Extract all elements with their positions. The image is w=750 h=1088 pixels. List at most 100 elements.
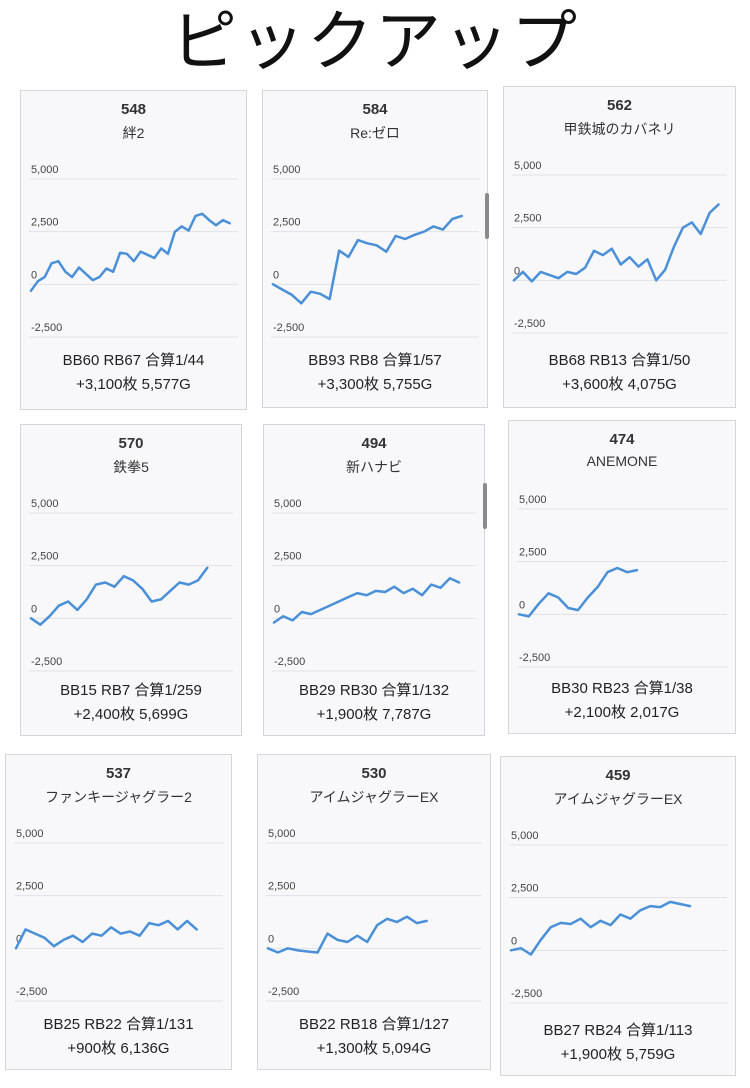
machine-name: Re:ゼロ xyxy=(350,125,400,141)
slump-chart: 5,000 2,500 0 -2,500 xyxy=(266,828,482,1002)
machine-name: ANEMONE xyxy=(586,453,658,469)
series-line xyxy=(512,203,720,283)
bonus-summary: BB25 RB22 合算1/131 xyxy=(43,1016,194,1033)
slump-chart: 5,000 2,500 0 -2,500 xyxy=(29,164,238,338)
machine-stats: BB60 RB67 合算1/44 +3,100枚 5,577G xyxy=(21,349,246,397)
y-tick-label: 5,000 xyxy=(268,828,296,840)
series-line xyxy=(14,919,198,950)
page-title: ピックアップ xyxy=(171,3,579,80)
machine-card[interactable]: 530 アイムジャグラーEX 5,000 2,500 0 -2,500 BB22 RB18 … xyxy=(257,754,491,1070)
y-tick-label: 5,000 xyxy=(31,164,59,176)
bonus-summary: BB93 RB8 合算1/57 xyxy=(308,352,442,369)
machine-number: 494 xyxy=(361,435,387,452)
y-tick-label: -2,500 xyxy=(31,322,62,334)
slump-chart: 5,000 2,500 0 -2,500 xyxy=(14,828,223,1002)
machine-stats: BB29 RB30 合算1/132 +1,900枚 7,787G xyxy=(264,679,484,727)
machine-card[interactable]: 537 ファンキージャグラー2 5,000 2,500 0 -2,500 BB25 RB22… xyxy=(5,754,232,1070)
y-tick-label: 2,500 xyxy=(268,881,296,893)
bonus-summary: BB30 RB23 合算1/38 xyxy=(551,680,693,697)
result-summary: +2,400枚 5,699G xyxy=(73,706,189,723)
y-tick-label: -2,500 xyxy=(274,656,305,668)
scrollbar-thumb[interactable] xyxy=(485,193,489,239)
slump-chart: 5,000 2,500 0 -2,500 xyxy=(517,494,727,668)
machine-number: 474 xyxy=(609,431,635,448)
y-tick-label: 5,000 xyxy=(16,828,44,840)
y-tick-label: 2,500 xyxy=(273,217,301,229)
bonus-summary: BB27 RB24 合算1/113 xyxy=(543,1022,693,1039)
y-tick-label: -2,500 xyxy=(16,986,47,998)
machine-name: 絆2 xyxy=(122,125,145,141)
y-tick-label: -2,500 xyxy=(519,652,550,664)
result-summary: +1,300枚 5,094G xyxy=(316,1040,432,1057)
y-tick-label: 5,000 xyxy=(514,160,542,172)
y-tick-label: 2,500 xyxy=(511,883,539,895)
series-line xyxy=(272,577,461,624)
machine-number: 562 xyxy=(606,97,633,114)
y-tick-label: 2,500 xyxy=(514,213,542,225)
y-tick-label: -2,500 xyxy=(31,656,62,668)
machine-card[interactable]: 584 Re:ゼロ 5,000 2,500 0 -2,500 BB93 RB8 合算1/57… xyxy=(262,90,488,408)
y-tick-label: 5,000 xyxy=(274,498,302,510)
y-tick-label: 2,500 xyxy=(274,551,302,563)
y-tick-label: 5,000 xyxy=(31,498,59,510)
y-tick-label: 2,500 xyxy=(519,547,547,559)
machine-stats: BB30 RB23 合算1/38 +2,100枚 2,017G xyxy=(509,677,735,725)
result-summary: +1,900枚 5,759G xyxy=(560,1046,676,1063)
machine-card[interactable]: 474 ANEMONE 5,000 2,500 0 -2,500 BB30 RB23 合算1… xyxy=(508,420,736,734)
machine-stats: BB15 RB7 合算1/259 +2,400枚 5,699G xyxy=(21,679,241,727)
machine-number: 537 xyxy=(105,765,132,782)
machine-stats: BB93 RB8 合算1/57 +3,300枚 5,755G xyxy=(263,349,487,397)
y-tick-label: 2,500 xyxy=(16,881,44,893)
slump-chart: 5,000 2,500 0 -2,500 xyxy=(509,830,727,1004)
y-tick-label: 0 xyxy=(31,269,37,281)
y-tick-label: 0 xyxy=(31,603,37,615)
y-tick-label: 0 xyxy=(514,265,520,277)
y-tick-label: 0 xyxy=(274,603,280,615)
machine-stats: BB25 RB22 合算1/131 +900枚 6,136G xyxy=(6,1013,231,1061)
series-line xyxy=(509,900,692,956)
machine-stats: BB68 RB13 合算1/50 +3,600枚 4,075G xyxy=(504,349,735,397)
machine-stats: BB22 RB18 合算1/127 +1,300枚 5,094G xyxy=(258,1013,490,1061)
y-tick-label: 0 xyxy=(273,269,279,281)
machine-number: 570 xyxy=(118,435,144,452)
y-tick-label: 0 xyxy=(268,933,274,945)
series-line xyxy=(517,566,639,618)
slump-chart: 5,000 2,500 0 -2,500 xyxy=(271,164,479,338)
machine-card[interactable]: 459 アイムジャグラーEX 5,000 2,500 0 -2,500 BB27 RB24 … xyxy=(500,756,736,1076)
series-line xyxy=(29,212,231,292)
slump-chart: 5,000 2,500 0 -2,500 xyxy=(29,498,233,672)
machine-stats: BB27 RB24 合算1/113 +1,900枚 5,759G xyxy=(501,1019,735,1067)
machine-card[interactable]: 562 甲鉄城のカバネリ 5,000 2,500 0 -2,500 BB68 RB13 合算… xyxy=(503,86,736,408)
y-tick-label: -2,500 xyxy=(514,318,545,330)
y-tick-label: -2,500 xyxy=(268,986,299,998)
machine-card[interactable]: 494 新ハナビ 5,000 2,500 0 -2,500 BB29 RB30 合算1/13… xyxy=(263,424,485,736)
machine-number: 459 xyxy=(605,767,631,784)
bonus-summary: BB68 RB13 合算1/50 xyxy=(548,352,691,369)
machine-number: 584 xyxy=(362,101,388,118)
result-summary: +2,100枚 2,017G xyxy=(564,704,680,721)
bonus-summary: BB29 RB30 合算1/132 xyxy=(298,682,450,699)
y-tick-label: 5,000 xyxy=(511,830,539,842)
result-summary: +3,100枚 5,577G xyxy=(76,376,191,393)
machine-card[interactable]: 548 絆2 5,000 2,500 0 -2,500 BB60 RB67 合算1/44 +3… xyxy=(20,90,247,410)
result-summary: +1,900枚 7,787G xyxy=(316,706,432,723)
bonus-summary: BB15 RB7 合算1/259 xyxy=(60,682,202,699)
y-tick-label: 5,000 xyxy=(519,494,547,506)
bonus-summary: BB60 RB67 合算1/44 xyxy=(62,352,205,369)
y-tick-label: 2,500 xyxy=(31,551,59,563)
y-tick-label: -2,500 xyxy=(273,322,304,334)
y-tick-label: 0 xyxy=(519,599,525,611)
scrollbar-thumb[interactable] xyxy=(483,483,487,529)
machine-name: 新ハナビ xyxy=(346,459,402,475)
y-tick-label: -2,500 xyxy=(511,988,542,1000)
machine-name: 甲鉄城のカバネリ xyxy=(563,121,676,137)
machine-name: アイムジャグラーEX xyxy=(309,789,439,805)
y-tick-label: 0 xyxy=(511,935,517,947)
y-tick-label: 0 xyxy=(16,933,22,945)
slump-chart: 5,000 2,500 0 -2,500 xyxy=(272,498,476,672)
series-line xyxy=(266,915,428,954)
machine-card[interactable]: 570 鉄拳5 5,000 2,500 0 -2,500 BB15 RB7 合算1/259 +… xyxy=(20,424,242,736)
machine-name: 鉄拳5 xyxy=(113,459,149,475)
machine-number: 530 xyxy=(361,765,387,782)
bonus-summary: BB22 RB18 合算1/127 xyxy=(298,1016,450,1033)
